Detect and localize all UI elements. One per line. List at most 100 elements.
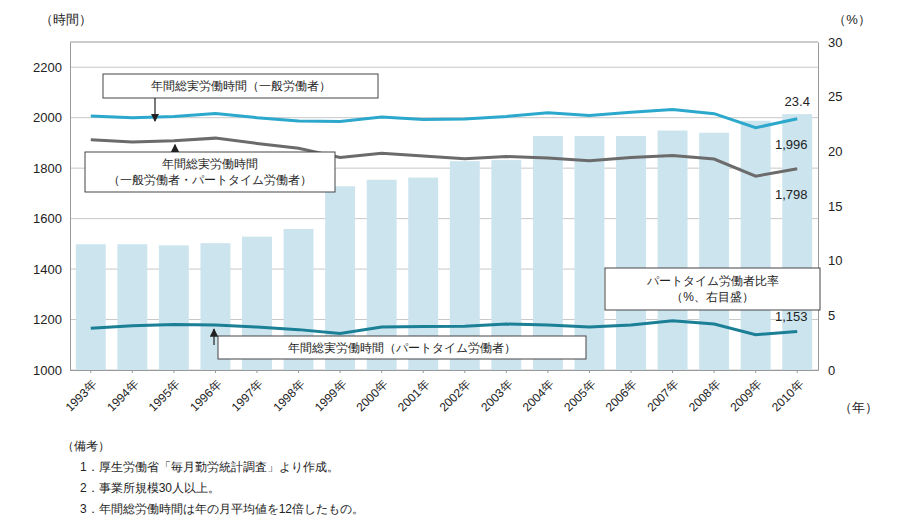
- x-tick: 2004年: [520, 370, 557, 414]
- x-tick-label: 1999年: [312, 377, 349, 414]
- y-tick-label: 1800: [33, 161, 62, 176]
- y-axis-title: （時間）: [40, 12, 92, 27]
- x-tick-label: 2008年: [686, 377, 723, 414]
- note: （備考）: [62, 439, 110, 453]
- x-tick-mark: [797, 370, 798, 373]
- x-tick-mark: [672, 370, 673, 373]
- annotation-box: [605, 268, 820, 310]
- x-tick-mark: [506, 370, 507, 373]
- x-tick-mark: [132, 370, 133, 373]
- y2-tick: 15: [818, 199, 842, 214]
- x-axis-line: [71, 370, 819, 371]
- y2-axis-line: [818, 43, 819, 371]
- series-annotation: 年間総実労働時間（パートタイム労働者）: [214, 329, 586, 359]
- x-tick-mark: [340, 370, 341, 373]
- x-tick-label: 2005年: [561, 377, 598, 414]
- x-tick-label: 2004年: [520, 377, 557, 414]
- x-tick: 2000年: [353, 370, 390, 414]
- chart: 1000 1200 1400 1600 1800 2000 2200 0 5 10 15 20 25 30…: [0, 0, 900, 530]
- plot-frame: [70, 42, 818, 43]
- series-name: 年間総実労働時間（一般労働者）: [151, 79, 331, 93]
- y2-axis: 0 5 10 15 20 25 30: [818, 35, 842, 378]
- y-tick: 1800: [33, 161, 70, 176]
- x-tick-mark: [257, 370, 258, 373]
- x-tick-mark: [173, 370, 174, 373]
- y2-tick-label: 20: [828, 144, 842, 159]
- y2-tick-label: 5: [828, 308, 835, 323]
- y2-tick-label: 15: [828, 199, 842, 214]
- y-axis-line: [70, 43, 71, 371]
- y2-tick-label: 10: [828, 253, 842, 268]
- x-tick: 2005年: [561, 370, 598, 414]
- bar: [533, 136, 563, 370]
- y-tick: 1200: [33, 312, 70, 327]
- x-tick: 1996年: [187, 370, 224, 414]
- data-label: 23.4: [785, 94, 810, 109]
- x-tick: 2010年: [769, 370, 806, 414]
- y2-tick-label: 25: [828, 89, 842, 104]
- x-tick-mark: [90, 370, 91, 373]
- y-tick: 2000: [33, 110, 70, 125]
- bar: [159, 245, 189, 370]
- y-tick-label: 2200: [33, 60, 62, 75]
- x-tick: 2006年: [603, 370, 640, 414]
- line-series: [91, 110, 797, 128]
- x-tick-mark: [464, 370, 465, 373]
- x-tick-label: 2000年: [353, 377, 390, 414]
- y2-tick: 0: [818, 363, 835, 378]
- series-name: パートタイム労働者比率（%、右目盛）: [646, 274, 779, 304]
- y-tick: 1400: [33, 262, 70, 277]
- x-tick: 1994年: [104, 370, 141, 414]
- series-name: 年間総実労働時間（パートタイム労働者）: [288, 341, 516, 355]
- annotation-arrow: [213, 329, 214, 345]
- series-annotation: 年間総実労働時間（一般労働者・パートタイム労働者）: [85, 145, 335, 192]
- bar: [574, 136, 604, 370]
- note: 2．事業所規模30人以上。: [80, 481, 220, 495]
- y2-tick: 5: [818, 308, 835, 323]
- y2-tick: 10: [818, 253, 842, 268]
- grid-line: [70, 67, 818, 68]
- x-tick-mark: [755, 370, 756, 373]
- x-tick-mark: [631, 370, 632, 373]
- x-tick: 1995年: [146, 370, 183, 414]
- y-tick-label: 1200: [33, 312, 62, 327]
- x-tick: 1999年: [312, 370, 349, 414]
- bar-series: [76, 114, 812, 370]
- y2-tick-label: 0: [828, 363, 835, 378]
- x-tick-mark: [215, 370, 216, 373]
- x-tick-label: 1993年: [63, 377, 100, 414]
- y-tick-label: 1000: [33, 363, 62, 378]
- y2-axis-title: （%）: [833, 12, 871, 27]
- x-tick: 2008年: [686, 370, 723, 414]
- x-tick-label: 1996年: [187, 377, 224, 414]
- x-axis: 1993年1994年1995年1996年1997年1998年1999年2000年…: [63, 370, 819, 414]
- x-tick-mark: [298, 370, 299, 373]
- x-tick-mark: [547, 370, 548, 373]
- note: 1．厚生労働省「毎月勤労統計調査」より作成。: [80, 460, 339, 474]
- grid: [70, 67, 818, 370]
- notes: （備考）1．厚生労働省「毎月勤労統計調査」より作成。2．事業所規模30人以上。3…: [62, 439, 364, 516]
- series-annotation: 年間総実労働時間（一般労働者）: [103, 74, 378, 121]
- annotation-box: [85, 152, 335, 192]
- x-tick-label: 1994年: [104, 377, 141, 414]
- x-tick-mark: [589, 370, 590, 373]
- y-axis: 1000 1200 1400 1600 1800 2000 2200: [33, 43, 70, 378]
- x-tick: 2001年: [395, 370, 432, 414]
- x-tick-mark: [381, 370, 382, 373]
- y-tick-label: 2000: [33, 110, 62, 125]
- plot-area: [76, 110, 812, 370]
- bar: [699, 133, 729, 370]
- x-tick: 2009年: [727, 370, 764, 414]
- y2-tick: 30: [818, 35, 842, 50]
- series-name: 年間総実労働時間（一般労働者・パートタイム労働者）: [108, 157, 312, 187]
- x-tick-label: 2003年: [478, 377, 515, 414]
- y-tick-label: 1600: [33, 211, 62, 226]
- y2-tick: 20: [818, 144, 842, 159]
- x-tick: 1997年: [229, 370, 266, 414]
- y2-tick: 25: [818, 89, 842, 104]
- x-tick-label: 1998年: [270, 377, 307, 414]
- y-tick: 2200: [33, 60, 70, 75]
- x-tick-label: 2009年: [727, 377, 764, 414]
- y-tick: 1600: [33, 211, 70, 226]
- line-series: [91, 321, 797, 335]
